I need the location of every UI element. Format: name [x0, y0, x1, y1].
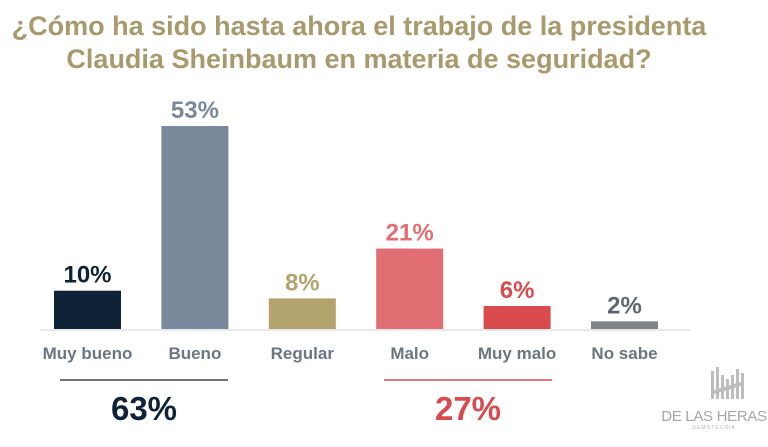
positive-group-total: 63% — [110, 390, 178, 427]
data-label: 53% — [171, 97, 219, 124]
data-label: 6% — [500, 277, 535, 304]
data-label: 10% — [63, 262, 111, 289]
data-label: 21% — [386, 220, 434, 247]
category-label: No sabe — [591, 344, 658, 363]
positive-group-line — [60, 379, 228, 381]
bar-bueno — [161, 126, 229, 329]
negative-group-total: 27% — [434, 390, 502, 427]
category-label: Malo — [390, 344, 430, 363]
category-label: Muy malo — [477, 344, 557, 363]
title-line-2: Claudia Sheinbaum en materia de segurida… — [66, 44, 652, 74]
de-las-heras-logo-icon — [711, 367, 744, 399]
category-label: Bueno — [168, 344, 222, 363]
category-label: Regular — [270, 344, 334, 363]
bar-malo — [376, 248, 444, 329]
logo-name: DE LAS HERAS — [661, 408, 767, 425]
data-label: 2% — [607, 292, 642, 319]
data-label: 8% — [285, 269, 320, 296]
logo-subtitle: DEMOTECNIA — [692, 425, 736, 431]
bar-muy-malo — [483, 306, 551, 329]
bar-regular — [268, 298, 336, 329]
bar-muy-bueno — [54, 290, 121, 329]
chart-title: ¿Cómo ha sido hasta ahora el trabajo de … — [0, 10, 768, 76]
title-line-1: ¿Cómo ha sido hasta ahora el trabajo de … — [11, 11, 707, 41]
category-label: Muy bueno — [42, 344, 133, 363]
negative-group-line — [384, 379, 552, 381]
bar-no-sabe — [591, 321, 658, 329]
